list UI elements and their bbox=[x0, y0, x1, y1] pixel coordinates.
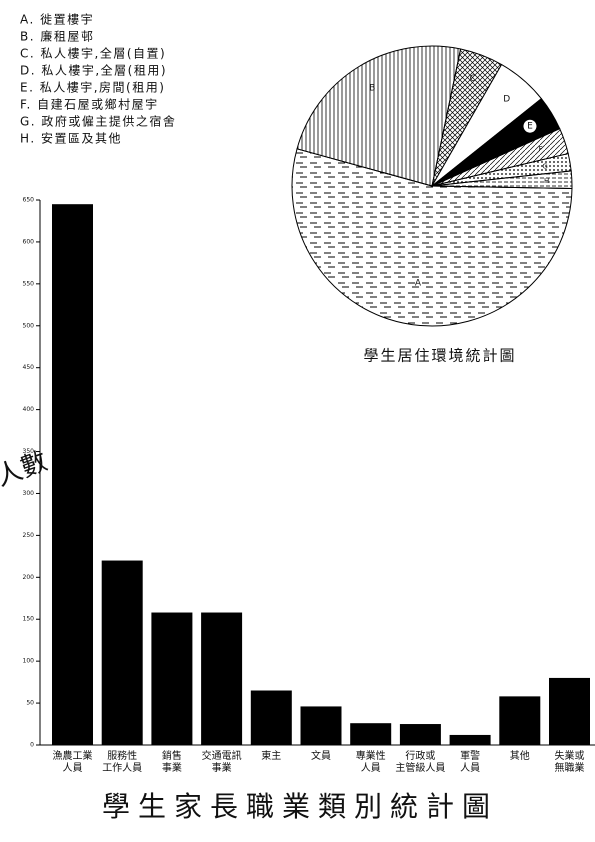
y-tick-label: 450 bbox=[23, 364, 35, 371]
slice-label: A bbox=[415, 278, 422, 288]
y-tick-label: 650 bbox=[23, 197, 35, 204]
legend-entry: G. 政府或僱主提供之宿舍 bbox=[20, 114, 176, 129]
pie-slice bbox=[291, 148, 573, 327]
x-tick-label: 專業性 人員 bbox=[355, 751, 386, 774]
y-tick-label: 300 bbox=[23, 490, 35, 497]
y-tick-label: 500 bbox=[23, 322, 35, 329]
x-tick-label: 服務性 工作人員 bbox=[102, 751, 143, 774]
label-circle bbox=[522, 118, 538, 134]
x-tick-label: 失業或 無職業 bbox=[554, 751, 585, 774]
bar bbox=[151, 612, 193, 745]
bar bbox=[499, 696, 541, 745]
legend-entry: B. 廉租屋邨 bbox=[20, 29, 94, 44]
legend-entry: H. 安置區及其他 bbox=[20, 131, 122, 146]
x-tick-label: 漁農工業 人員 bbox=[52, 751, 93, 774]
bar bbox=[52, 204, 93, 745]
bar bbox=[201, 612, 243, 745]
legend-entry: C. 私人樓宇,全層(自置) bbox=[20, 46, 166, 61]
y-tick-label: 100 bbox=[23, 658, 35, 665]
slice-label: G bbox=[542, 162, 547, 170]
slice-label: F bbox=[539, 145, 543, 153]
y-tick-label: 0 bbox=[30, 742, 34, 749]
bar bbox=[250, 690, 292, 745]
x-tick-label: 文員 bbox=[311, 751, 331, 762]
y-tick-label: 600 bbox=[23, 238, 35, 245]
pie-slice bbox=[431, 170, 573, 189]
legend-entry: F. 自建石屋或鄉村屋宇 bbox=[20, 98, 159, 112]
slice-label: H bbox=[544, 177, 549, 185]
y-tick-label: 550 bbox=[23, 280, 35, 287]
x-tick-label: 交通電訊 事業 bbox=[201, 751, 242, 774]
bar bbox=[449, 734, 491, 745]
legend-entry: A. 徙置樓宇 bbox=[20, 12, 94, 27]
x-tick-label: 軍警 人員 bbox=[460, 751, 481, 774]
slice-label: C bbox=[470, 74, 476, 84]
bar bbox=[399, 724, 441, 745]
y-tick-label: 350 bbox=[23, 448, 35, 455]
bar bbox=[549, 677, 590, 745]
x-tick-label: 其他 bbox=[509, 751, 530, 762]
y-tick-label: 250 bbox=[23, 532, 35, 539]
slice-label: D bbox=[503, 94, 510, 104]
x-tick-label: 銷售 事業 bbox=[161, 751, 182, 774]
y-tick-label: 150 bbox=[23, 616, 35, 623]
x-tick-label: 行政或 主管級人員 bbox=[395, 751, 446, 774]
y-tick-label: 50 bbox=[26, 700, 34, 707]
legend-entry: E. 私人樓宇,房間(租用) bbox=[20, 80, 165, 95]
legend-entry: D. 私人樓宇,全層(租用) bbox=[20, 63, 167, 78]
slice-label: E bbox=[527, 122, 533, 132]
bar bbox=[300, 706, 342, 745]
bar bbox=[101, 560, 143, 745]
y-tick-label: 200 bbox=[23, 574, 35, 581]
x-tick-label: 東主 bbox=[261, 751, 282, 762]
pie-slice bbox=[296, 45, 462, 187]
y-tick-label: 400 bbox=[23, 406, 35, 413]
pie-title: 學生居住環境統計圖 bbox=[363, 347, 516, 365]
bar-title: 學生家長職業類別統計圖 bbox=[102, 790, 498, 823]
slice-label: B bbox=[369, 84, 375, 94]
bar bbox=[350, 723, 392, 745]
